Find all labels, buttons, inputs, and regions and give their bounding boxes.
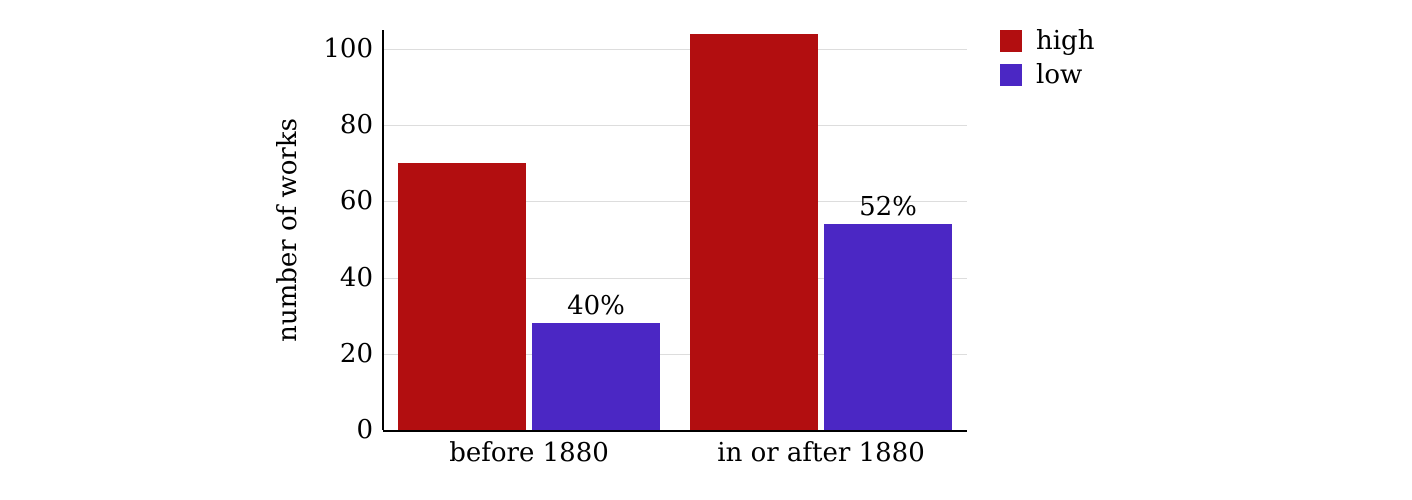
y-tick-label: 60 xyxy=(323,186,373,216)
y-tick-label: 80 xyxy=(323,110,373,140)
y-tick-label: 100 xyxy=(323,34,373,64)
y-tick-label: 40 xyxy=(323,263,373,293)
bar-high xyxy=(690,34,818,430)
bar-low xyxy=(532,323,660,430)
x-axis-line xyxy=(383,430,967,432)
bar-high xyxy=(398,163,526,430)
y-tick-label: 20 xyxy=(323,339,373,369)
y-tick-label: 0 xyxy=(323,415,373,445)
gridline xyxy=(383,49,967,50)
x-category-label: before 1880 xyxy=(449,438,609,468)
legend-label-low: low xyxy=(1036,60,1082,90)
y-axis-title: number of works xyxy=(273,118,303,342)
legend-swatch-low xyxy=(1000,64,1022,86)
x-category-label: in or after 1880 xyxy=(717,438,925,468)
bar-annotation: 40% xyxy=(567,291,625,321)
legend-label-high: high xyxy=(1036,26,1094,56)
bar-annotation: 52% xyxy=(859,192,917,222)
chart-stage: 0 20 40 60 80 100 number of works before 1880 in… xyxy=(0,0,1412,500)
bar-low xyxy=(824,224,952,430)
legend-swatch-high xyxy=(1000,30,1022,52)
y-axis-line xyxy=(382,30,384,430)
gridline xyxy=(383,125,967,126)
